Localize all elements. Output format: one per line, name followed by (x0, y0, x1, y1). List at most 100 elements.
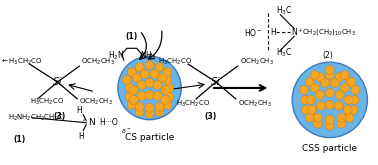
Text: H$_3$CH$_2$CO: H$_3$CH$_2$CO (176, 99, 211, 109)
Text: CS particle: CS particle (125, 132, 174, 142)
Text: H$_3$C: H$_3$C (276, 46, 293, 59)
Circle shape (161, 85, 170, 94)
Circle shape (335, 73, 344, 82)
Text: OCH$_2$CH$_3$: OCH$_2$CH$_3$ (81, 57, 115, 67)
Circle shape (343, 105, 352, 114)
Circle shape (153, 91, 162, 100)
Text: H$_2$N: H$_2$N (108, 50, 124, 63)
Circle shape (305, 78, 314, 86)
Circle shape (129, 85, 138, 94)
Circle shape (163, 68, 172, 77)
Circle shape (325, 66, 334, 75)
Circle shape (325, 115, 334, 124)
Circle shape (315, 73, 324, 82)
Text: H···O: H···O (99, 118, 118, 127)
Text: Si: Si (53, 77, 62, 87)
Text: H: H (78, 132, 84, 141)
Circle shape (132, 74, 141, 82)
Circle shape (129, 95, 138, 104)
Circle shape (155, 102, 164, 111)
Circle shape (161, 95, 170, 104)
Circle shape (325, 121, 334, 130)
Circle shape (325, 100, 334, 109)
Text: H$_3$C: H$_3$C (276, 4, 293, 17)
Circle shape (135, 107, 144, 116)
Text: H: H (270, 28, 276, 37)
Circle shape (340, 83, 349, 92)
Circle shape (150, 70, 159, 79)
Circle shape (145, 61, 154, 70)
Text: H$_3$CH$_2$CO: H$_3$CH$_2$CO (158, 57, 193, 67)
Text: (1): (1) (14, 135, 26, 144)
Circle shape (315, 90, 324, 99)
Circle shape (330, 79, 339, 87)
Text: Si: Si (211, 77, 221, 87)
Circle shape (302, 105, 310, 114)
Text: (1): (1) (125, 32, 138, 41)
Circle shape (127, 100, 136, 109)
Text: H$_2$NH$_2$CH$_2$CH$_2$C: H$_2$NH$_2$CH$_2$CH$_2$C (8, 113, 64, 123)
Text: $_x$: $_x$ (82, 118, 87, 124)
Text: $\delta^-$: $\delta^-$ (121, 127, 131, 135)
Text: N$^+$: N$^+$ (291, 27, 304, 38)
Circle shape (345, 113, 354, 122)
Circle shape (137, 91, 146, 100)
Circle shape (135, 63, 144, 72)
Circle shape (155, 63, 164, 72)
Circle shape (316, 101, 325, 110)
Circle shape (145, 109, 154, 118)
Circle shape (305, 113, 314, 122)
Circle shape (344, 95, 353, 104)
Circle shape (163, 100, 172, 109)
Circle shape (345, 78, 354, 86)
Circle shape (292, 62, 367, 138)
Circle shape (325, 71, 334, 80)
Circle shape (165, 92, 174, 101)
Circle shape (337, 113, 346, 122)
Circle shape (334, 101, 343, 110)
Circle shape (335, 90, 344, 99)
Circle shape (350, 95, 359, 104)
Circle shape (325, 88, 334, 97)
Text: CH$_2$(CH$_2$)$_{10}$CH$_3$: CH$_2$(CH$_2$)$_{10}$CH$_3$ (302, 27, 356, 37)
Text: H: H (76, 106, 82, 115)
Circle shape (158, 74, 167, 82)
Text: NH$_2$: NH$_2$ (139, 50, 156, 63)
Circle shape (125, 92, 134, 101)
Circle shape (155, 107, 164, 116)
Text: HO$^-$: HO$^-$ (243, 27, 262, 38)
Circle shape (165, 83, 174, 92)
Circle shape (145, 103, 154, 112)
Circle shape (321, 79, 329, 87)
Text: (3): (3) (205, 112, 217, 121)
Circle shape (125, 83, 134, 92)
Circle shape (127, 68, 136, 77)
Text: OCH$_2$CH$_3$: OCH$_2$CH$_3$ (238, 99, 272, 109)
Circle shape (337, 119, 346, 128)
Circle shape (349, 105, 358, 114)
Circle shape (310, 71, 319, 80)
Circle shape (163, 76, 172, 84)
Circle shape (145, 79, 154, 87)
Text: (3): (3) (53, 112, 66, 121)
Circle shape (140, 70, 149, 79)
Circle shape (153, 81, 162, 89)
Text: N: N (88, 118, 94, 127)
Circle shape (301, 95, 310, 104)
Text: OCH$_2$CH$_3$: OCH$_2$CH$_3$ (240, 57, 274, 67)
Circle shape (351, 85, 360, 94)
Text: $\leftarrow$H$_3$CH$_2$CO: $\leftarrow$H$_3$CH$_2$CO (0, 57, 43, 67)
Circle shape (307, 95, 315, 104)
Circle shape (145, 90, 154, 99)
Circle shape (313, 113, 322, 122)
Text: CSS particle: CSS particle (302, 145, 357, 153)
Circle shape (118, 56, 181, 120)
Circle shape (340, 71, 349, 80)
Circle shape (122, 76, 131, 84)
Circle shape (307, 105, 316, 114)
Circle shape (347, 78, 356, 86)
Circle shape (137, 81, 146, 89)
Text: OCH$_2$CH$_3$: OCH$_2$CH$_3$ (79, 97, 113, 107)
Text: H$_3$CH$_2$CO: H$_3$CH$_2$CO (30, 97, 64, 107)
Text: (2): (2) (322, 51, 333, 60)
